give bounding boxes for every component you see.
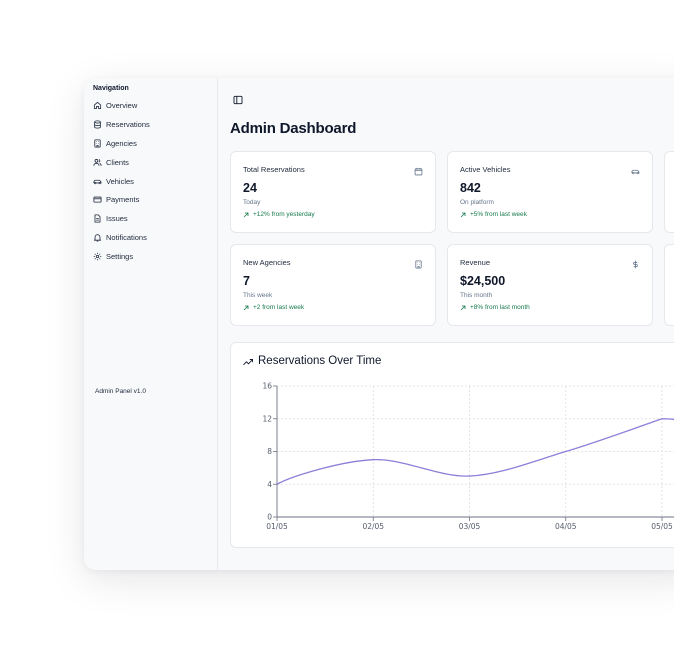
page-title: Admin Dashboard — [230, 120, 357, 137]
y-tick-label: 4 — [267, 480, 272, 489]
x-tick-label: 02/05 — [362, 522, 384, 531]
card-title: Revenue — [460, 258, 491, 267]
card-trend: +2 from last week — [243, 304, 304, 311]
bell-icon — [93, 233, 102, 242]
sidebar-footer-version: Admin Panel v1.0 — [95, 388, 146, 395]
nav-heading: Navigation — [93, 85, 129, 92]
sidebar-item-label: Settings — [106, 251, 134, 261]
x-tick-label: 04/05 — [555, 522, 577, 531]
reservations-chart-card: Reservations Over Time 0 4 8 12 16 01/05 02/05… — [230, 342, 674, 548]
credit-card-icon — [93, 196, 102, 203]
stat-card-active-vehicles: Active Vehicles 842 On platform +5% from… — [447, 151, 653, 233]
home-icon — [93, 101, 102, 109]
stat-card-total-reservations: Total Reservations 24 Today +12% from ye… — [230, 151, 436, 233]
gear-icon — [93, 252, 102, 260]
chart-title: Reservations Over Time — [258, 355, 382, 367]
card-trend: +5% from last week — [460, 211, 527, 218]
sidebar-item-clients[interactable]: Clients — [93, 155, 129, 169]
stat-card-partial — [664, 244, 674, 326]
app-window: Navigation Overview Reservations Agencie… — [84, 78, 674, 570]
database-icon — [94, 119, 101, 129]
card-title: Active Vehicles — [460, 165, 511, 174]
calendar-icon — [414, 167, 423, 176]
card-trend-label: +12% from yesterday — [253, 211, 315, 218]
card-subtitle: On platform — [460, 199, 494, 206]
sidebar-toggle-icon[interactable] — [233, 95, 243, 105]
sidebar: Navigation Overview Reservations Agencie… — [84, 78, 218, 570]
sidebar-item-notifications[interactable]: Notifications — [93, 230, 147, 244]
x-tick-label: 05/05 — [651, 522, 673, 531]
sidebar-item-label: Overview — [106, 100, 138, 110]
sidebar-item-vehicles[interactable]: Vehicles — [93, 174, 134, 188]
card-trend-label: +2 from last week — [253, 304, 305, 311]
sidebar-item-overview[interactable]: Overview — [93, 98, 137, 112]
trend-up-icon — [460, 305, 466, 310]
x-tick-label: 03/05 — [459, 522, 481, 531]
stat-card-revenue: Revenue $24,500 This month +8% from last… — [447, 244, 653, 326]
reservations-line-chart: 0 4 8 12 16 01/05 02/05 03/05 04/05 05/05 — [262, 382, 674, 531]
trend-up-icon — [243, 305, 249, 310]
card-value: 7 — [243, 274, 250, 288]
sidebar-item-label: Vehicles — [106, 176, 134, 186]
dollar-icon — [633, 260, 638, 269]
series-line — [276, 418, 674, 485]
stat-card-partial — [664, 151, 674, 233]
card-subtitle: Today — [243, 199, 261, 206]
card-trend: +8% from last month — [460, 304, 530, 311]
sidebar-item-label: Clients — [106, 157, 129, 167]
users-icon — [93, 158, 102, 166]
sidebar-item-agencies[interactable]: Agencies — [93, 136, 137, 150]
sidebar-item-payments[interactable]: Payments — [93, 192, 139, 206]
stat-card-new-agencies: New Agencies 7 This week +2 from last we… — [230, 244, 436, 326]
y-tick-label: 0 — [267, 513, 272, 522]
card-title: Total Reservations — [243, 165, 305, 174]
card-subtitle: This week — [243, 292, 273, 299]
card-trend-label: +5% from last week — [470, 211, 527, 218]
card-trend-label: +8% from last month — [470, 304, 530, 311]
card-trend: +12% from yesterday — [243, 211, 315, 218]
y-tick-label: 16 — [262, 382, 272, 391]
trending-up-icon — [243, 359, 253, 366]
trend-up-icon — [243, 212, 249, 217]
building-icon — [94, 138, 101, 148]
sidebar-item-label: Agencies — [106, 138, 137, 148]
card-value: 842 — [460, 181, 481, 195]
sidebar-item-reservations[interactable]: Reservations — [93, 117, 150, 131]
car-icon — [631, 169, 640, 175]
sidebar-item-issues[interactable]: Issues — [93, 211, 128, 225]
sidebar-item-label: Issues — [106, 213, 128, 223]
card-value: $24,500 — [460, 274, 506, 288]
sidebar-item-label: Payments — [106, 194, 140, 204]
y-tick-label: 12 — [262, 414, 272, 423]
sidebar-item-label: Reservations — [106, 119, 150, 129]
card-value: 24 — [243, 181, 257, 195]
card-title: New Agencies — [243, 258, 291, 267]
building-icon — [415, 260, 422, 269]
card-subtitle: This month — [460, 292, 493, 299]
y-tick-label: 8 — [267, 447, 272, 456]
car-icon — [93, 179, 102, 184]
x-tick-label: 01/05 — [266, 522, 288, 531]
file-icon — [94, 213, 101, 223]
sidebar-item-settings[interactable]: Settings — [93, 249, 133, 263]
sidebar-item-label: Notifications — [106, 232, 147, 242]
trend-up-icon — [460, 212, 466, 217]
